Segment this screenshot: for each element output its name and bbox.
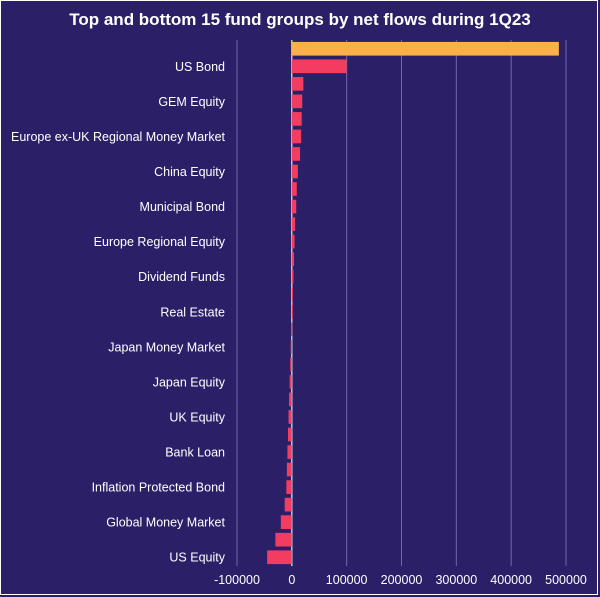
x-tick-label: 500000 xyxy=(545,573,587,587)
bar xyxy=(291,234,295,249)
bar xyxy=(290,339,292,354)
bar xyxy=(275,532,292,547)
category-label: Europe ex-UK Regional Money Market xyxy=(11,130,226,144)
bar xyxy=(286,462,292,477)
category-label: Bank Loan xyxy=(165,446,225,460)
x-tick-label: 0 xyxy=(288,573,295,587)
x-tick-label: 100000 xyxy=(326,573,368,587)
bar xyxy=(286,480,292,494)
bar xyxy=(291,304,293,319)
bar xyxy=(291,199,297,214)
bar xyxy=(289,375,292,389)
bar xyxy=(267,550,292,565)
category-label: US Equity xyxy=(169,551,225,565)
bar xyxy=(284,497,292,512)
category-label: US Bond xyxy=(175,60,225,74)
bar xyxy=(291,182,297,196)
bar xyxy=(291,269,294,284)
bar xyxy=(291,41,559,56)
bar xyxy=(288,410,292,424)
bar xyxy=(291,94,303,109)
category-label: Global Money Market xyxy=(106,516,225,530)
category-label: UK Equity xyxy=(169,410,225,424)
category-label: Municipal Bond xyxy=(140,200,226,214)
bar xyxy=(291,287,293,302)
chart-title: Top and bottom 15 fund groups by net flo… xyxy=(69,10,531,29)
category-label: Inflation Protected Bond xyxy=(92,481,225,495)
bar xyxy=(287,445,292,459)
category-label: Real Estate xyxy=(160,305,225,319)
category-label: Dividend Funds xyxy=(138,270,225,284)
bar xyxy=(291,59,347,74)
bar xyxy=(291,322,293,337)
bar xyxy=(291,76,304,91)
bar xyxy=(291,147,301,161)
bar xyxy=(287,427,292,442)
category-label: Japan Equity xyxy=(153,375,226,389)
bar xyxy=(280,515,292,530)
x-tick-label: -100000 xyxy=(214,573,260,587)
bar xyxy=(291,112,302,126)
category-label: Europe Regional Equity xyxy=(94,235,226,249)
bar xyxy=(289,392,292,407)
bar xyxy=(291,129,302,144)
category-label: GEM Equity xyxy=(158,95,225,109)
x-tick-label: 400000 xyxy=(490,573,532,587)
bar xyxy=(291,217,296,231)
bar xyxy=(291,252,295,267)
category-label: China Equity xyxy=(154,165,226,179)
x-tick-label: 200000 xyxy=(381,573,423,587)
bar xyxy=(291,164,298,179)
bar xyxy=(290,357,292,372)
category-label: Japan Money Market xyxy=(108,340,225,354)
x-tick-label: 300000 xyxy=(435,573,477,587)
